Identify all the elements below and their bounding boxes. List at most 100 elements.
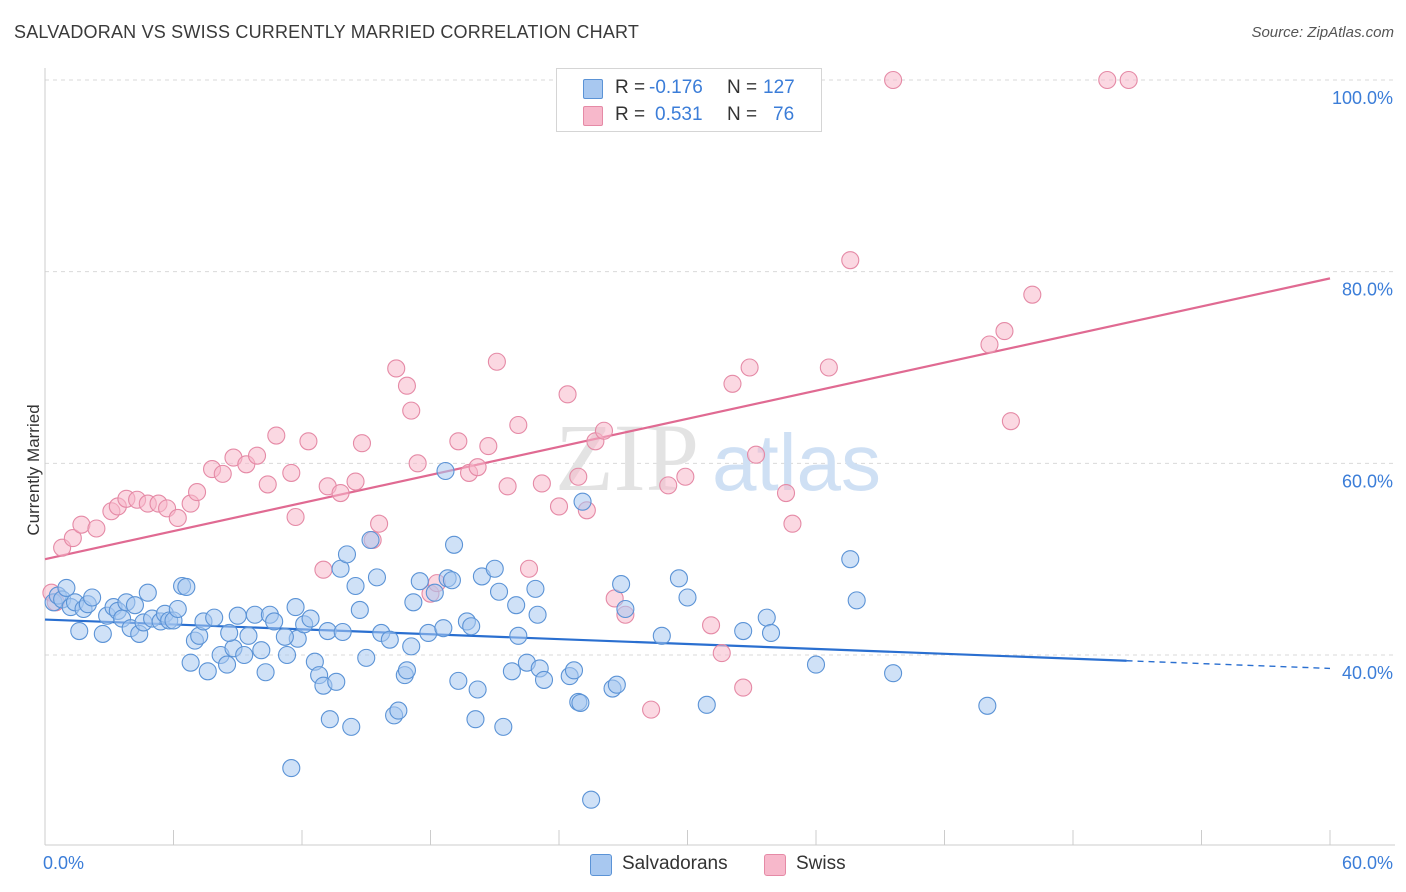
x-tick-label: 60.0%	[1342, 853, 1393, 873]
point-salvadorans	[350, 600, 369, 620]
point-salvadorans	[361, 530, 380, 550]
point-salvadorans	[342, 717, 361, 736]
point-salvadorans	[57, 578, 76, 597]
point-swiss	[402, 401, 421, 420]
point-salvadorans	[434, 619, 453, 638]
point-swiss	[370, 514, 389, 533]
point-swiss	[509, 415, 528, 435]
bottom-legend-swatch-salvadorans	[590, 854, 612, 876]
point-salvadorans	[397, 661, 416, 680]
y-tick-label: 100.0%	[1332, 88, 1393, 108]
point-salvadorans	[526, 579, 545, 598]
point-salvadorans	[534, 670, 554, 689]
point-swiss	[676, 467, 695, 486]
point-swiss	[819, 358, 838, 377]
point-salvadorans	[607, 675, 626, 694]
legend-r-label: R =	[615, 104, 646, 125]
point-swiss	[213, 464, 232, 483]
point-salvadorans	[217, 655, 237, 674]
point-swiss	[723, 374, 742, 393]
point-salvadorans	[612, 575, 631, 594]
point-swiss	[884, 70, 903, 90]
point-swiss	[734, 678, 753, 697]
point-salvadorans	[235, 645, 254, 665]
point-swiss	[594, 421, 614, 440]
point-salvadorans	[509, 626, 528, 645]
point-salvadorans	[564, 661, 584, 680]
point-salvadorans	[265, 612, 284, 631]
point-salvadorans	[320, 710, 339, 729]
point-salvadorans	[507, 596, 526, 615]
point-swiss	[72, 515, 91, 534]
point-salvadorans	[494, 717, 513, 736]
point-swiss	[519, 559, 539, 578]
point-swiss	[1098, 70, 1117, 90]
point-salvadorans	[286, 598, 305, 617]
legend-n-label: N =	[727, 77, 758, 98]
point-salvadorans	[806, 655, 826, 674]
point-swiss	[1119, 70, 1138, 90]
point-salvadorans	[125, 596, 144, 615]
point-salvadorans	[468, 680, 487, 699]
point-salvadorans	[138, 583, 157, 602]
watermark-atlas: atlas	[712, 418, 881, 507]
bottom-legend-label-swiss: Swiss	[796, 853, 846, 874]
point-salvadorans	[327, 672, 346, 691]
point-salvadorans	[466, 710, 485, 729]
point-salvadorans	[389, 701, 408, 720]
point-salvadorans	[402, 637, 421, 656]
point-swiss	[282, 463, 301, 482]
point-salvadorans	[419, 623, 438, 643]
point-salvadorans	[275, 627, 294, 646]
point-swiss	[87, 519, 106, 538]
point-salvadorans	[277, 645, 297, 665]
point-swiss	[397, 376, 416, 395]
salvadoran-points	[44, 461, 997, 809]
point-swiss	[468, 458, 487, 477]
point-salvadorans	[442, 571, 461, 590]
point-swiss	[1023, 285, 1042, 304]
point-salvadorans	[978, 696, 997, 715]
point-swiss	[569, 467, 588, 486]
point-salvadorans	[528, 605, 547, 624]
point-swiss	[267, 426, 286, 445]
chart-title: SALVADORAN VS SWISS CURRENTLY MARRIED CO…	[14, 22, 640, 42]
point-salvadorans	[489, 582, 509, 601]
point-salvadorans	[205, 608, 224, 627]
y-tick-label: 80.0%	[1342, 280, 1393, 300]
point-salvadorans	[346, 576, 365, 596]
point-salvadorans	[884, 664, 903, 683]
point-swiss	[712, 644, 731, 663]
point-swiss	[258, 475, 277, 494]
grid-lines	[45, 79, 1395, 656]
point-salvadorans	[220, 623, 239, 643]
source-credit: Source: ZipAtlas.com	[1251, 24, 1394, 41]
point-salvadorans	[449, 671, 468, 690]
point-salvadorans	[70, 621, 89, 641]
point-salvadorans	[181, 653, 200, 672]
y-tick-label: 60.0%	[1342, 471, 1393, 491]
bottom-legend-label-salvadorans: Salvadorans	[622, 853, 728, 874]
point-salvadorans	[239, 626, 258, 645]
y-axis-label: Currently Married	[24, 404, 43, 536]
legend-n-value: 127	[763, 77, 795, 98]
point-salvadorans	[582, 790, 601, 809]
point-swiss	[168, 508, 187, 528]
legend-r-label: R =	[615, 77, 646, 98]
legend-n-label: N =	[727, 104, 758, 125]
point-swiss	[740, 358, 759, 377]
legend-row-swiss: R = 0.531 N = 76	[557, 102, 821, 128]
point-swiss	[408, 454, 427, 473]
point-salvadorans	[282, 759, 301, 778]
axes	[44, 68, 1395, 846]
point-swiss	[659, 476, 678, 495]
point-salvadorans	[445, 535, 464, 554]
point-swiss	[995, 322, 1014, 341]
point-salvadorans	[256, 663, 275, 682]
point-swiss	[487, 352, 506, 371]
point-swiss	[558, 385, 577, 404]
point-salvadorans	[367, 568, 387, 587]
point-swiss	[479, 437, 498, 456]
legend-swatch-swiss	[583, 106, 603, 126]
